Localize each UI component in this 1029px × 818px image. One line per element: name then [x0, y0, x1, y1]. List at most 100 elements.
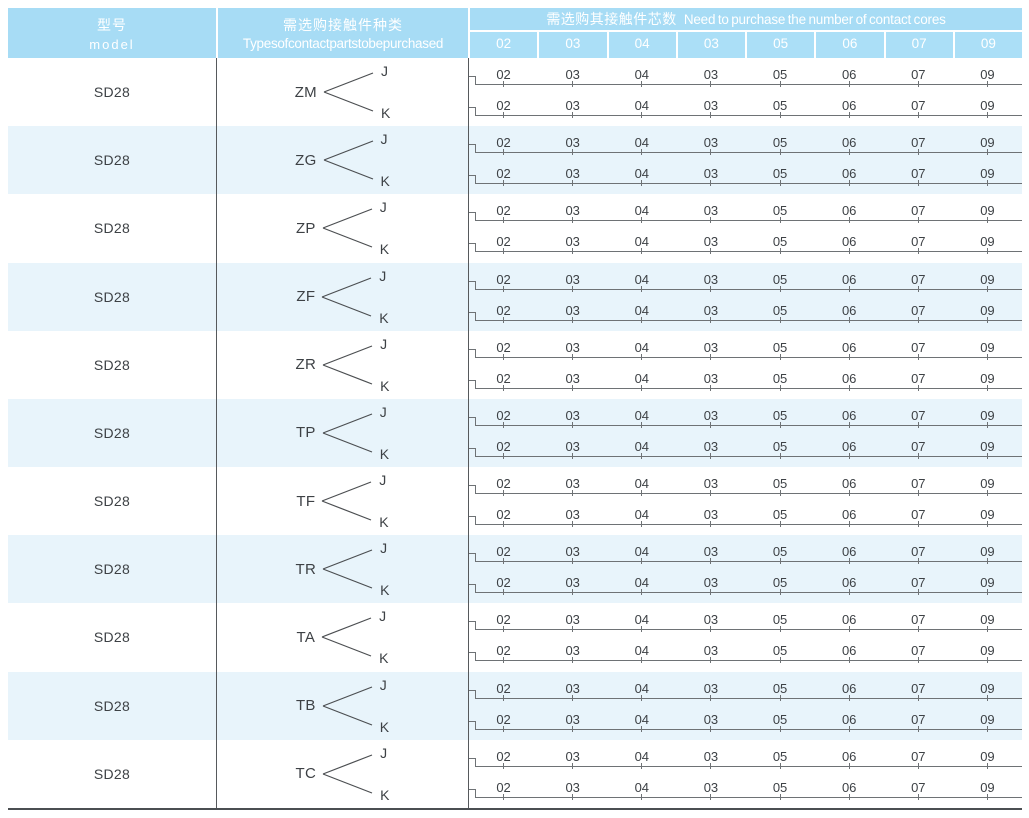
core-count-value: 06	[815, 712, 884, 732]
core-count-header: 07	[883, 32, 953, 58]
core-count-value: 07	[884, 98, 953, 119]
core-count-value: 02	[469, 612, 538, 633]
values-cell: 02 03 04 03 05 06 07 09 02 03 04 03 05 06 07 09	[468, 194, 1022, 263]
selection-table: 型号 model 需选购接触件种类 Types of contact parts…	[8, 8, 1022, 810]
core-count-value: 03	[676, 166, 745, 187]
line-step-hook	[469, 280, 476, 290]
values-cell: 02 03 04 03 05 06 07 09 02 03 04 03 05 06 07 09	[468, 58, 1022, 127]
j-values-row: 02 03 04 03 05 06 07 09	[469, 612, 1022, 633]
model-cell: SD28	[8, 331, 216, 399]
branch-labels: J K	[381, 64, 390, 120]
branch-fork-icon	[322, 686, 372, 726]
header-cores-column: 需选购其接触件芯数 Need to purchase the number of…	[468, 8, 1022, 58]
values-cell: 02 03 04 03 05 06 07 09 02 03 04 03 05 06 07 09	[468, 671, 1022, 740]
model-label: SD28	[93, 493, 131, 510]
type-code-label: ZG	[295, 151, 317, 169]
core-count-value: 03	[538, 408, 607, 428]
j-values-row: 02 03 04 03 05 06 07 09	[469, 749, 1022, 769]
branch-fork-icon	[322, 549, 373, 589]
branch-j-label: J	[379, 472, 387, 489]
branch-k-label: K	[380, 377, 390, 394]
type-code-label: TA	[296, 628, 316, 646]
type-cell: TR J K	[216, 535, 468, 604]
core-count-header: 06	[814, 32, 883, 58]
branch-labels: J K	[380, 337, 389, 393]
core-count-value: 02	[469, 643, 538, 664]
branch-fork-icon	[323, 140, 373, 180]
core-count-value: 04	[607, 203, 676, 224]
core-count-value: 06	[815, 340, 884, 360]
core-count-value: 03	[538, 272, 607, 292]
type-cell: ZF J K	[216, 262, 468, 331]
j-values-line: 02 03 04 03 05 06 07 09	[469, 606, 1022, 633]
j-values-row: 02 03 04 03 05 06 07 09	[469, 681, 1022, 701]
core-count-value: 07	[884, 340, 953, 360]
j-values-row: 02 03 04 03 05 06 07 09	[469, 203, 1022, 224]
core-count-value: 05	[746, 749, 815, 769]
core-count-value: 02	[469, 712, 538, 732]
table-row: SD28 TR J K 02 03 04 03 05 06 07 09	[8, 535, 1022, 604]
core-count-value: 06	[815, 544, 884, 565]
core-count-value: 03	[676, 340, 745, 360]
k-values-line: 02 03 04 03 05 06 07 09	[469, 228, 1022, 255]
core-count-value: 02	[469, 507, 538, 528]
values-cell: 02 03 04 03 05 06 07 09 02 03 04 03 05 06 07 09	[468, 467, 1022, 536]
table-row: SD28 TF J K 02 03 04 03 05 06 07 09	[8, 467, 1022, 536]
model-cell: SD28	[8, 740, 216, 808]
core-count-value: 06	[815, 135, 884, 156]
j-values-row: 02 03 04 03 05 06 07 09	[469, 476, 1022, 497]
k-values-row: 02 03 04 03 05 06 07 09	[469, 712, 1022, 732]
branch-labels: J K	[380, 746, 389, 802]
core-count-value: 02	[469, 67, 538, 88]
values-underline	[476, 183, 1022, 185]
type-code-label: ZF	[296, 288, 316, 306]
core-count-value: 03	[538, 203, 607, 224]
core-count-value: 09	[953, 712, 1022, 732]
core-count-value: 06	[815, 408, 884, 428]
core-count-value: 02	[469, 272, 538, 292]
type-code-label: TB	[295, 697, 316, 715]
values-underline	[476, 387, 1022, 389]
core-count-value: 06	[815, 575, 884, 596]
header-types-en: Types of contact parts to be purchased	[242, 36, 444, 51]
core-count-value: 07	[884, 67, 953, 88]
core-count-value: 04	[607, 135, 676, 156]
j-values-line: 02 03 04 03 05 06 07 09	[469, 402, 1022, 428]
values-underline	[476, 84, 1022, 86]
core-count-value: 05	[746, 67, 815, 88]
model-label: SD28	[93, 629, 131, 646]
core-count-value: 05	[746, 476, 815, 497]
values-underline	[476, 251, 1022, 253]
type-code-label: ZM	[294, 83, 317, 101]
line-step-hook	[469, 144, 476, 154]
type-code-label: TC	[295, 765, 317, 783]
core-count-value: 04	[607, 780, 676, 800]
k-values-row: 02 03 04 03 05 06 07 09	[469, 166, 1022, 187]
line-step-hook	[469, 757, 476, 767]
values-cell: 02 03 04 03 05 06 07 09 02 03 04 03 05 06 07 09	[468, 330, 1022, 399]
core-count-value: 02	[469, 780, 538, 800]
core-count-value: 04	[607, 439, 676, 459]
core-count-value: 03	[676, 643, 745, 664]
core-count-value: 04	[607, 507, 676, 528]
line-step-hook	[469, 553, 476, 563]
core-count-value: 05	[746, 681, 815, 701]
values-underline	[476, 660, 1022, 662]
core-count-value: 07	[884, 203, 953, 224]
line-step-hook	[469, 689, 476, 699]
branch-labels: J K	[381, 132, 390, 188]
core-count-value: 03	[538, 681, 607, 701]
core-count-value: 04	[607, 371, 676, 391]
type-branch-diagram: TP J K	[296, 405, 389, 461]
model-cell: SD28	[8, 126, 216, 194]
model-label: SD28	[93, 288, 131, 305]
model-label: SD28	[93, 356, 131, 373]
values-cell: 02 03 04 03 05 06 07 09 02 03 04 03 05 06 07 09	[468, 262, 1022, 331]
core-count-value: 06	[815, 476, 884, 497]
values-cell: 02 03 04 03 05 06 07 09 02 03 04 03 05 06 07 09	[468, 398, 1022, 468]
core-count-value: 03	[676, 135, 745, 156]
values-underline	[476, 765, 1022, 767]
core-count-value: 07	[884, 476, 953, 497]
type-code-label: ZR	[295, 356, 317, 374]
type-cell: TA J K	[216, 603, 468, 672]
